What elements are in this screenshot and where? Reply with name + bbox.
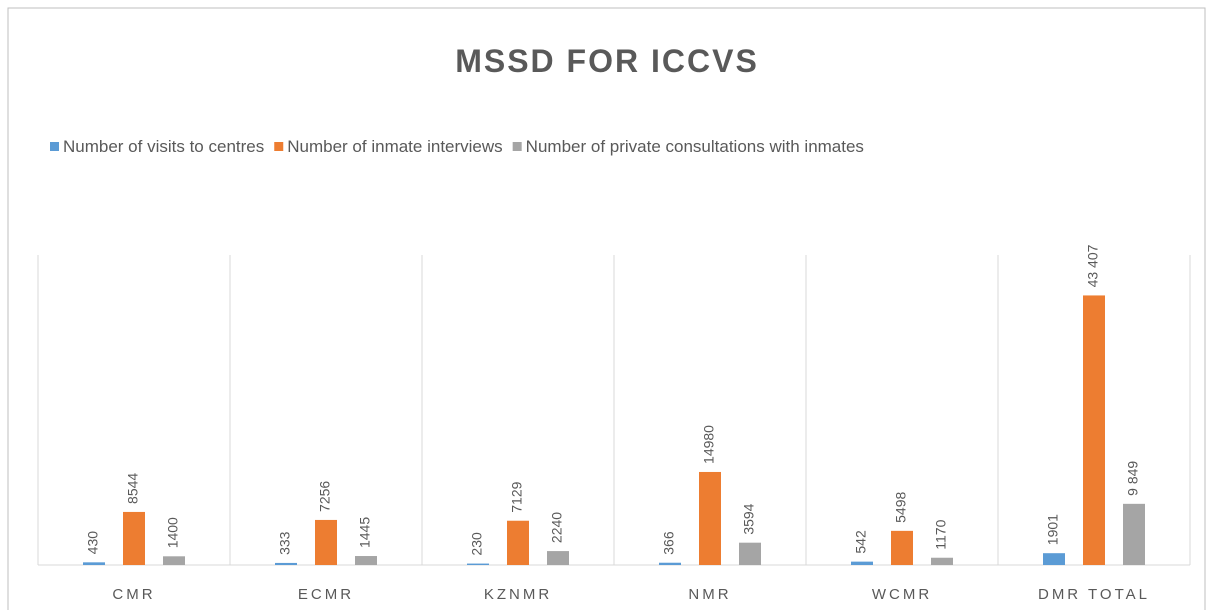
value-label: 9 849 <box>1125 461 1141 496</box>
value-label: 7256 <box>317 481 333 512</box>
value-label: 1170 <box>933 519 949 549</box>
value-label: 430 <box>85 531 101 555</box>
value-label: 43 407 <box>1085 244 1101 287</box>
value-label: 230 <box>469 532 485 556</box>
x-tick-label: KZNMR <box>484 586 552 603</box>
bar <box>851 561 873 565</box>
bar <box>891 530 913 565</box>
bar <box>507 520 529 565</box>
x-tick-label: CMR <box>112 586 155 603</box>
bar <box>699 471 721 565</box>
value-label: 542 <box>853 530 869 554</box>
bar <box>123 511 145 565</box>
value-label: 1445 <box>357 517 373 548</box>
bar <box>931 557 953 565</box>
bar <box>547 551 569 565</box>
bar <box>163 556 185 565</box>
legend-swatch <box>274 142 284 151</box>
bar <box>315 519 337 565</box>
bar <box>1083 295 1105 565</box>
x-tick-label: ECMR <box>298 586 354 603</box>
value-label: 1400 <box>165 517 181 548</box>
value-label: 366 <box>661 531 677 555</box>
x-tick-label: NMR <box>688 586 731 603</box>
value-label: 8544 <box>125 473 141 504</box>
chart-title: MSSD FOR ICCVS <box>455 43 759 79</box>
chart-border <box>7 7 1206 610</box>
bar <box>275 562 297 565</box>
value-label: 3594 <box>741 503 757 534</box>
legend-label: Number of inmate interviews <box>287 137 502 156</box>
bar <box>355 556 377 565</box>
bar <box>659 562 681 565</box>
value-label: 1901 <box>1045 514 1061 545</box>
bar <box>83 562 105 565</box>
bar <box>739 542 761 565</box>
value-label: 7129 <box>509 481 525 512</box>
value-label: 14980 <box>701 425 717 464</box>
legend-swatch <box>512 142 522 151</box>
x-tick-label: WCMR <box>872 586 932 603</box>
value-label: 2240 <box>549 512 565 543</box>
x-tick-label: DMR TOTAL <box>1038 586 1150 603</box>
legend-label: Number of private consultations with inm… <box>526 137 864 156</box>
bar <box>1043 553 1065 565</box>
value-label: 5498 <box>893 491 909 522</box>
legend-swatch <box>50 142 59 151</box>
value-label: 333 <box>277 531 293 555</box>
legend-label: Number of visits to centres <box>63 137 264 156</box>
legend: Number of visits to centres Number of inm… <box>50 137 864 156</box>
bar <box>1123 503 1145 565</box>
bar <box>467 563 489 565</box>
